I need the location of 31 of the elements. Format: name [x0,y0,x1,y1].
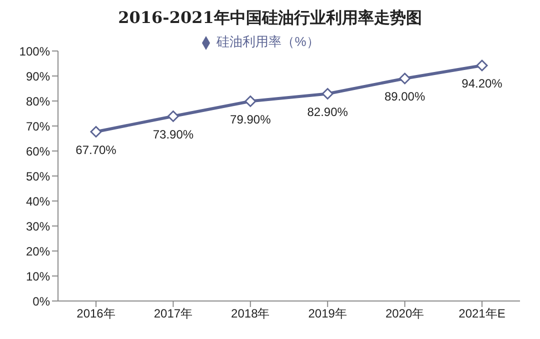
y-tick-label: 30% [26,219,50,234]
x-tick-label: 2021年E [458,306,506,321]
x-tick-label: 2019年 [308,306,347,321]
y-tick-label: 20% [26,244,50,258]
y-tick-label: 90% [26,69,50,84]
x-tick-label: 2016年 [76,306,116,321]
data-label: 73.90% [152,127,194,142]
y-tick-label: 40% [26,194,50,208]
x-tick-label: 2020年 [385,306,424,321]
point [90,126,102,138]
data-label: 67.70% [76,142,117,157]
y-tick-label: 50% [26,169,50,184]
point [476,60,488,72]
x-tick-label: 2017年 [154,306,193,321]
y-tick-label: 70% [26,119,50,134]
legend-label: 硅油利用率（%） [216,34,320,49]
y-tick-label: 80% [26,94,50,108]
point [244,96,256,107]
data-label: 79.90% [230,112,272,126]
y-tick-label: 60% [26,144,50,158]
y-tick-label: 0% [32,294,50,308]
data-label: 89.00% [384,90,426,104]
chart-title: 2016-2021年中国硅油行业利用率走势图 [117,8,423,29]
point [167,110,179,122]
y-tick-label: 100% [19,44,50,58]
point [322,88,334,100]
data-label: 94.20% [462,76,503,90]
y-tick-label: 10% [26,269,50,284]
data-label: 82.90% [307,104,348,119]
point [399,72,411,84]
x-tick-label: 2018年 [231,306,270,321]
